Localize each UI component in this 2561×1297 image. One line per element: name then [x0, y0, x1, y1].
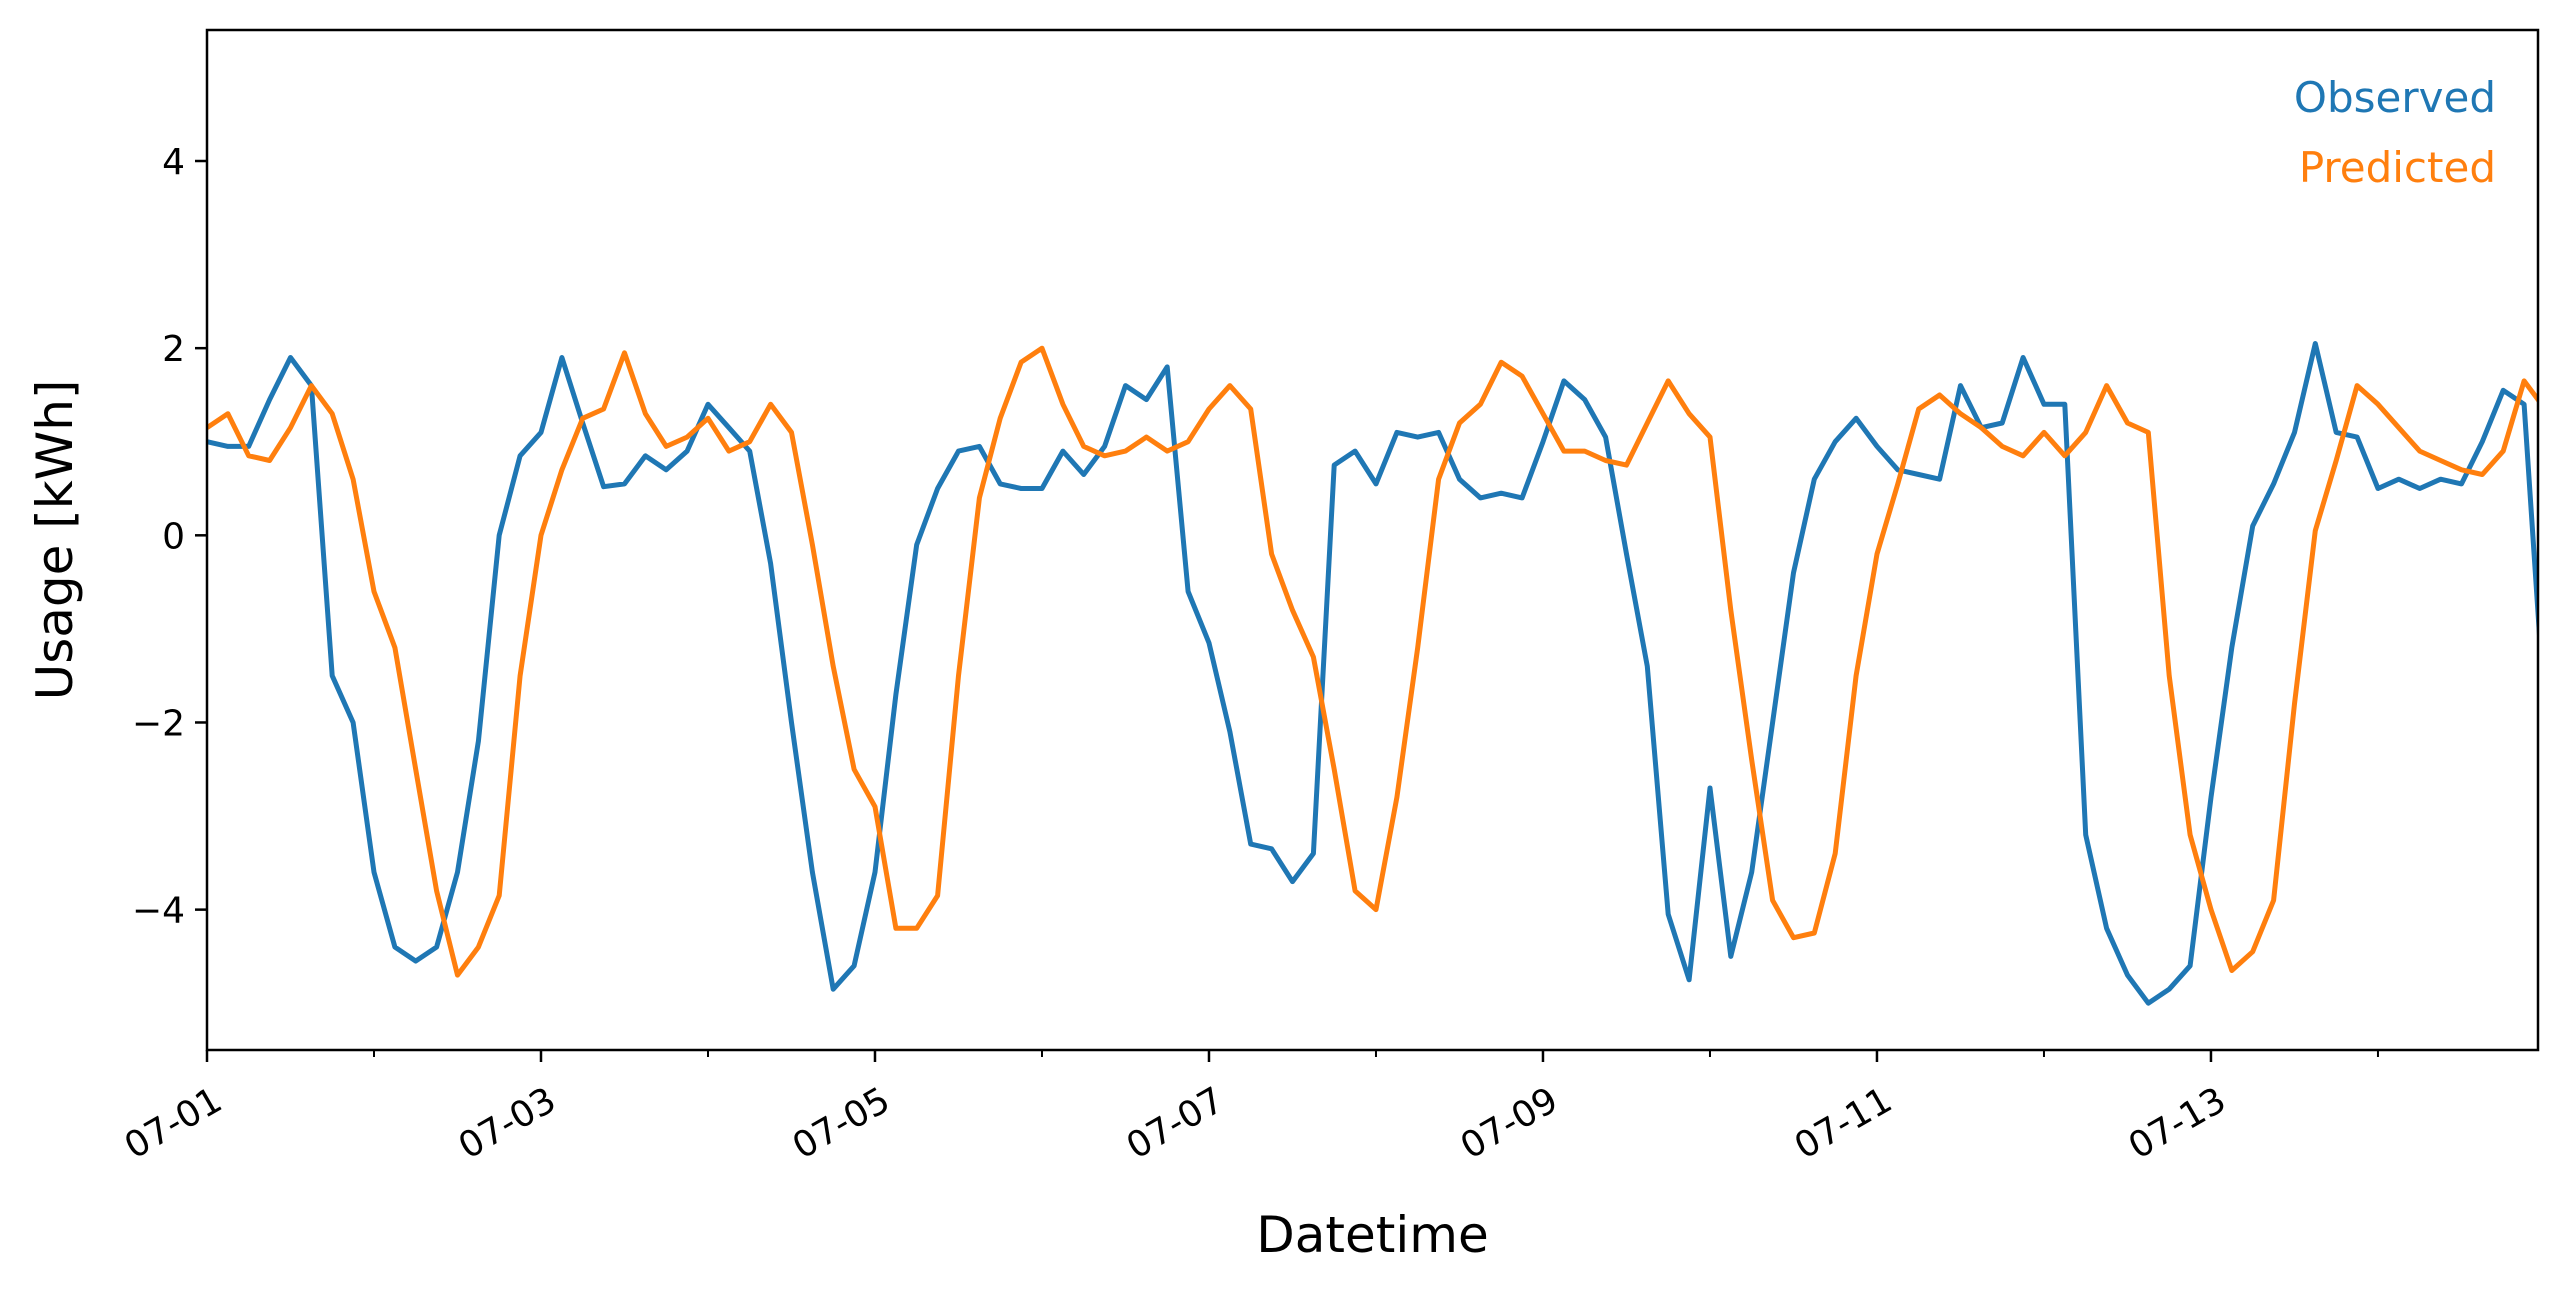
y-tick-label: 4	[162, 142, 185, 183]
legend-entry-predicted: Predicted	[2299, 143, 2496, 192]
plot-frame	[205, 28, 2540, 1052]
series-line-observed	[207, 341, 2538, 1006]
series-line-predicted	[207, 345, 2538, 978]
legend: Observed Predicted	[2294, 73, 2496, 192]
y-tick-label: −4	[132, 891, 185, 932]
y-axis-title: Usage [kWh]	[26, 380, 84, 701]
y-tick-label: 2	[162, 329, 185, 370]
series-layer	[207, 341, 2538, 1006]
x-axis-title: Datetime	[1256, 1206, 1488, 1264]
y-tick-label: 0	[162, 516, 185, 557]
y-tick-label: −2	[132, 703, 185, 744]
legend-entry-observed: Observed	[2294, 73, 2496, 122]
